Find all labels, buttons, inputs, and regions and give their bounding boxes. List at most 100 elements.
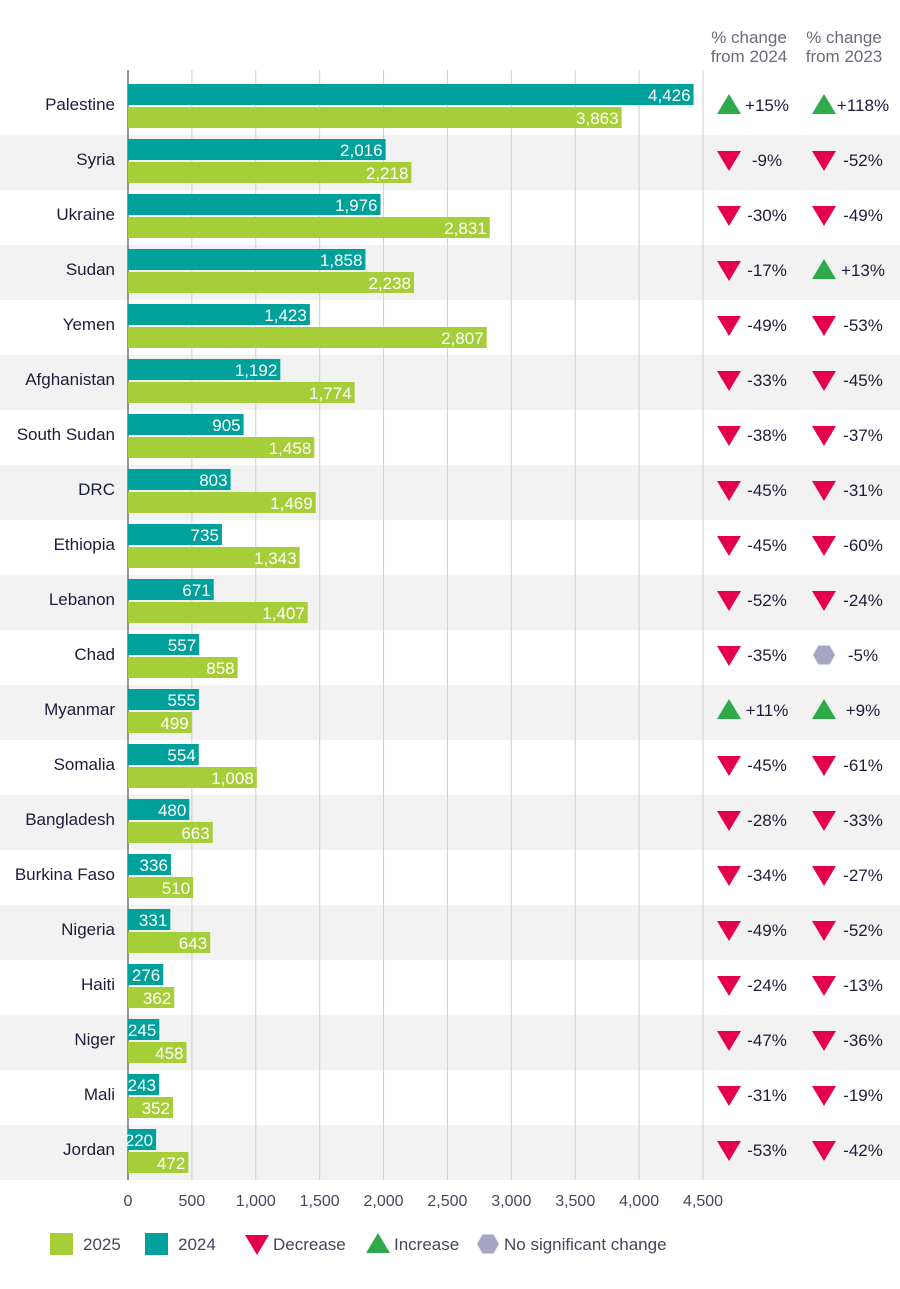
percent-change: -52% xyxy=(843,921,883,940)
percent-change: -13% xyxy=(843,976,883,995)
bar-2025 xyxy=(128,767,257,788)
decrease-icon xyxy=(812,151,836,171)
bar-label-2025: 472 xyxy=(157,1154,185,1173)
decrease-icon xyxy=(717,646,741,666)
percent-change: -33% xyxy=(747,371,787,390)
decrease-icon xyxy=(717,1141,741,1161)
legend-label: 2025 xyxy=(83,1235,121,1254)
increase-icon xyxy=(812,259,836,279)
percent-change: +15% xyxy=(745,96,789,115)
country-label: Jordan xyxy=(63,1140,115,1159)
bar-label-2024: 331 xyxy=(139,911,167,930)
country-label: Palestine xyxy=(45,95,115,114)
percent-change: -45% xyxy=(843,371,883,390)
bar-2024 xyxy=(128,909,171,930)
increase-icon xyxy=(812,94,836,114)
country-label: Mali xyxy=(84,1085,115,1104)
country-label: Syria xyxy=(76,150,115,169)
bar-2025 xyxy=(128,437,315,458)
decrease-icon xyxy=(717,1031,741,1051)
percent-change: -36% xyxy=(843,1031,883,1050)
x-tick-label: 2,000 xyxy=(364,1193,404,1210)
percent-change: -52% xyxy=(747,591,787,610)
decrease-icon xyxy=(717,921,741,941)
bar-label-2024: 557 xyxy=(168,636,196,655)
bar-label-2024: 276 xyxy=(132,966,160,985)
bar-2024 xyxy=(128,1074,160,1095)
legend-label: 2024 xyxy=(178,1235,216,1254)
bar-2025 xyxy=(128,107,622,128)
x-tick-label: 4,000 xyxy=(619,1193,659,1210)
bar-label-2025: 2,238 xyxy=(368,274,411,293)
bar-2025 xyxy=(128,162,412,183)
percent-change: -19% xyxy=(843,1086,883,1105)
decrease-icon xyxy=(717,261,741,281)
decrease-icon xyxy=(812,866,836,886)
percent-change: -49% xyxy=(843,206,883,225)
decrease-icon xyxy=(717,756,741,776)
percent-change: +9% xyxy=(846,701,881,720)
bar-2024 xyxy=(128,249,366,270)
x-tick-label: 0 xyxy=(124,1193,133,1210)
decrease-icon xyxy=(717,976,741,996)
percent-change: -24% xyxy=(747,976,787,995)
decrease-icon xyxy=(812,426,836,446)
country-label: DRC xyxy=(78,480,115,499)
decrease-icon xyxy=(717,811,741,831)
bar-label-2024: 554 xyxy=(167,746,195,765)
percent-change: -49% xyxy=(747,921,787,940)
bar-label-2025: 1,774 xyxy=(309,384,352,403)
bar-label-2025: 499 xyxy=(160,714,188,733)
country-label: Somalia xyxy=(54,755,116,774)
bar-label-2025: 2,831 xyxy=(444,219,487,238)
x-tick-label: 1,500 xyxy=(300,1193,340,1210)
bar-label-2025: 1,458 xyxy=(269,439,312,458)
percent-change: -38% xyxy=(747,426,787,445)
percent-change: -45% xyxy=(747,481,787,500)
x-tick-label: 4,500 xyxy=(683,1193,723,1210)
percent-change: -28% xyxy=(747,811,787,830)
bar-2024 xyxy=(128,469,231,490)
bar-2024 xyxy=(128,799,190,820)
bar-2025 xyxy=(128,272,414,293)
bar-label-2024: 2,016 xyxy=(340,141,383,160)
decrease-icon xyxy=(717,371,741,391)
bar-2025 xyxy=(128,217,490,238)
bar-2024 xyxy=(128,524,222,545)
legend-label: Increase xyxy=(394,1235,459,1254)
percent-change: -45% xyxy=(747,756,787,775)
bar-2024 xyxy=(128,689,199,710)
bar-2024 xyxy=(128,84,694,105)
bar-label-2024: 671 xyxy=(182,581,210,600)
country-label: Nigeria xyxy=(61,920,115,939)
decrease-icon xyxy=(717,866,741,886)
x-tick-label: 3,500 xyxy=(555,1193,595,1210)
percent-change: -42% xyxy=(843,1141,883,1160)
country-label: South Sudan xyxy=(17,425,115,444)
percent-change: -37% xyxy=(843,426,883,445)
bar-2025 xyxy=(128,987,175,1008)
legend-swatch xyxy=(145,1233,168,1255)
x-tick-label: 2,500 xyxy=(427,1193,467,1210)
percent-change: -34% xyxy=(747,866,787,885)
bar-label-2025: 1,343 xyxy=(254,549,297,568)
bar-2024 xyxy=(128,1019,160,1040)
bar-2025 xyxy=(128,1042,187,1063)
percent-change: -35% xyxy=(747,646,787,665)
bar-label-2025: 1,469 xyxy=(270,494,313,513)
change-column-header: from 2024 xyxy=(711,47,788,66)
percent-change: -49% xyxy=(747,316,787,335)
bar-label-2024: 1,858 xyxy=(320,251,363,270)
increase-icon xyxy=(717,699,741,719)
country-label: Lebanon xyxy=(49,590,115,609)
country-label: Myanmar xyxy=(44,700,115,719)
increase-legend-icon xyxy=(366,1233,390,1253)
country-label: Bangladesh xyxy=(25,810,115,829)
bar-label-2025: 510 xyxy=(162,879,190,898)
bar-2024 xyxy=(128,414,244,435)
change-column-header: from 2023 xyxy=(806,47,883,66)
percent-change: -33% xyxy=(843,811,883,830)
percent-change: +13% xyxy=(841,261,885,280)
bar-label-2024: 245 xyxy=(128,1021,156,1040)
bar-label-2025: 663 xyxy=(181,824,209,843)
